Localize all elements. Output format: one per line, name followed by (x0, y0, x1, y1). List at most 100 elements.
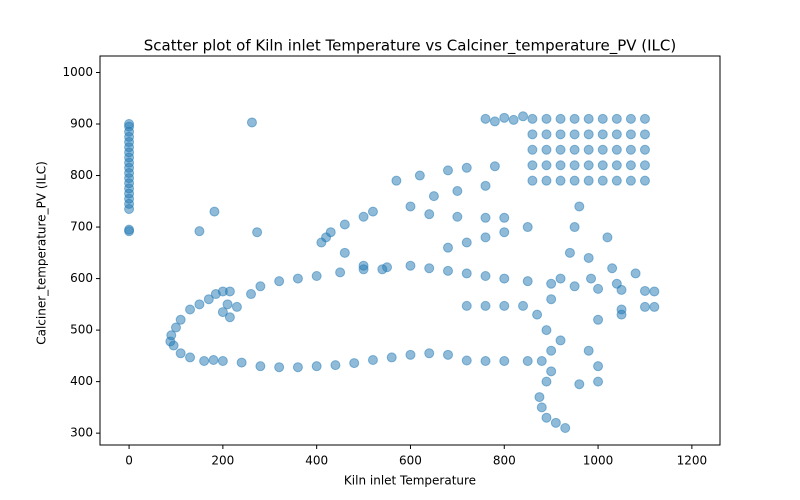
point (274, 362, 285, 373)
point (532, 309, 543, 320)
point (597, 113, 608, 124)
point (546, 278, 557, 289)
point (583, 144, 594, 155)
point (461, 300, 472, 311)
point (428, 191, 439, 202)
point (611, 278, 622, 289)
point (480, 271, 491, 282)
point (358, 211, 369, 222)
point (358, 260, 369, 271)
point (639, 175, 650, 186)
point (170, 322, 181, 333)
point (569, 175, 580, 186)
point (541, 376, 552, 387)
point (480, 232, 491, 243)
point (499, 300, 510, 311)
point (541, 325, 552, 336)
point (550, 417, 561, 428)
point (569, 144, 580, 155)
point (625, 160, 636, 171)
y-tick-label: 300 (70, 426, 93, 440)
point (224, 312, 235, 323)
point (569, 222, 580, 233)
point (583, 160, 594, 171)
point (616, 304, 627, 315)
point (534, 392, 545, 403)
point (649, 301, 660, 312)
point (499, 356, 510, 367)
point (555, 144, 566, 155)
point (583, 345, 594, 356)
point (541, 412, 552, 423)
point (569, 129, 580, 140)
point (541, 160, 552, 171)
point (625, 175, 636, 186)
point (546, 294, 557, 305)
point (194, 299, 205, 310)
y-tick-label: 800 (70, 168, 93, 182)
point (602, 232, 613, 243)
point (166, 330, 177, 341)
point (625, 144, 636, 155)
point (611, 160, 622, 171)
point (274, 276, 285, 287)
point (405, 260, 416, 271)
x-tick-label: 0 (125, 454, 133, 468)
point (203, 294, 214, 305)
point (611, 113, 622, 124)
point (175, 348, 186, 359)
point (639, 285, 650, 296)
point (630, 268, 641, 279)
point (536, 356, 547, 367)
point (209, 206, 220, 217)
point (311, 361, 322, 372)
point (424, 348, 435, 359)
point (236, 357, 247, 368)
point (292, 362, 303, 373)
point (611, 129, 622, 140)
point (489, 116, 500, 127)
plot-frame (99, 55, 721, 446)
x-tick-label: 1200 (677, 454, 708, 468)
point (452, 211, 463, 222)
point (527, 175, 538, 186)
point (405, 201, 416, 212)
point (541, 129, 552, 140)
point (224, 286, 235, 297)
point (208, 354, 219, 365)
point (527, 160, 538, 171)
point (527, 144, 538, 155)
y-tick-label: 500 (70, 323, 93, 337)
chart-title: Scatter plot of Kiln inlet Temperature v… (144, 37, 677, 56)
point (555, 113, 566, 124)
point (124, 224, 135, 235)
point (255, 281, 266, 292)
point (527, 129, 538, 140)
point (442, 265, 453, 276)
point (339, 219, 350, 230)
y-tick-label: 700 (70, 220, 93, 234)
point (639, 144, 650, 155)
point (335, 267, 346, 278)
y-tick-label: 1000 (62, 65, 93, 79)
point (124, 119, 135, 130)
point (217, 307, 228, 318)
point (252, 227, 263, 238)
point (480, 300, 491, 311)
point (639, 113, 650, 124)
point (555, 175, 566, 186)
point (489, 161, 500, 172)
point (199, 356, 210, 367)
point (522, 222, 533, 233)
point (405, 349, 416, 360)
x-axis-label: Kiln inlet Temperature (344, 474, 476, 488)
point (367, 206, 378, 217)
point (597, 144, 608, 155)
point (231, 301, 242, 312)
x-tick-label: 800 (493, 454, 516, 468)
point (569, 281, 580, 292)
point (175, 314, 186, 325)
point (574, 201, 585, 212)
point (339, 247, 350, 258)
